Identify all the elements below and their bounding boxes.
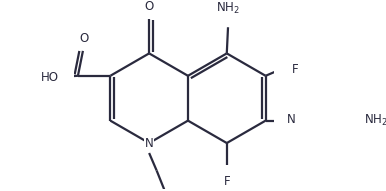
Text: F: F bbox=[292, 63, 298, 76]
Text: F: F bbox=[223, 175, 230, 188]
Text: N: N bbox=[145, 137, 154, 150]
Text: NH$_2$: NH$_2$ bbox=[216, 1, 240, 16]
Text: O: O bbox=[80, 32, 89, 45]
Text: HO: HO bbox=[41, 70, 59, 83]
Text: O: O bbox=[144, 0, 154, 13]
Text: N: N bbox=[287, 113, 296, 126]
Text: NH$_2$: NH$_2$ bbox=[364, 113, 386, 128]
